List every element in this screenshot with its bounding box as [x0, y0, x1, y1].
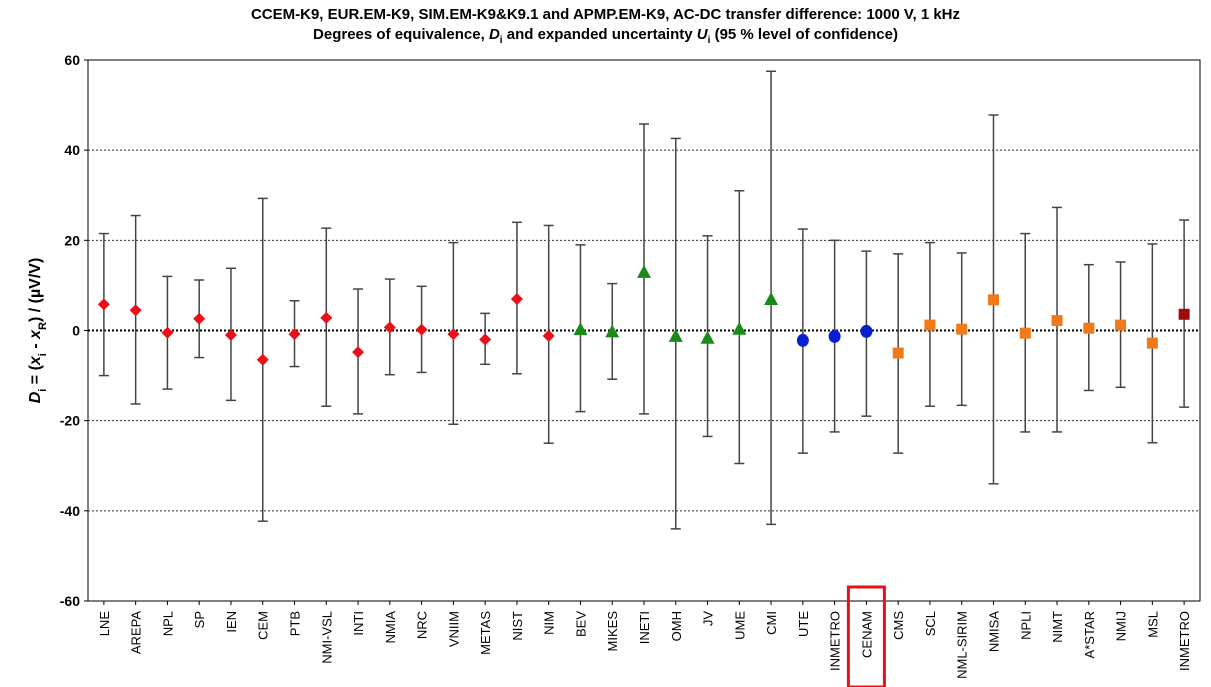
x-tick-label: CMI [764, 611, 779, 635]
highlight-box [846, 585, 886, 687]
x-tick-label: MSL [1145, 611, 1160, 638]
x-tick-label: PTB [288, 611, 303, 636]
y-tick-label: -40 [60, 503, 80, 519]
x-tick-label: UME [732, 611, 747, 640]
data-point [256, 353, 269, 366]
data-point [924, 319, 936, 331]
data-point [637, 264, 651, 278]
data-point [542, 329, 555, 342]
data-point [828, 329, 841, 343]
x-tick-label: NPL [160, 611, 175, 636]
x-tick-label: INETI [637, 611, 652, 644]
x-tick-label: NIMT [1050, 611, 1065, 643]
x-tick-label: NIST [510, 611, 525, 641]
x-tick-label: A*STAR [1082, 611, 1097, 658]
x-tick-label: VNIIM [446, 611, 461, 647]
x-tick-label: SCL [923, 611, 938, 636]
x-tick-label: JV [701, 611, 716, 627]
data-point [320, 311, 333, 324]
data-point [161, 326, 174, 339]
x-tick-label: INTI [351, 611, 366, 636]
data-point [1178, 308, 1190, 320]
data-point [193, 312, 206, 325]
data-point [764, 291, 779, 305]
x-tick-label: NMISA [986, 611, 1001, 653]
data-point [1019, 327, 1031, 339]
data-point [383, 321, 396, 334]
data-point [479, 333, 492, 346]
data-point [97, 298, 110, 311]
x-tick-label: INMETRO [1177, 611, 1192, 671]
x-tick-label: BEV [573, 611, 588, 637]
x-tick-label: UTE [796, 611, 811, 637]
x-tick-label: CMS [891, 611, 906, 640]
x-tick-label: INMETRO [828, 611, 843, 671]
chart-subtitle: Degrees of equivalence, Di and expanded … [313, 26, 898, 46]
x-tick-label: CEM [256, 611, 271, 640]
data-point [224, 329, 237, 342]
data-point [668, 328, 683, 342]
y-tick-label: 20 [64, 232, 80, 248]
data-point [573, 322, 588, 336]
x-tick-label: AREPA [129, 611, 144, 654]
x-tick-label: IEN [224, 611, 239, 633]
data-point [892, 347, 904, 359]
x-tick-label: NMI-VSL [319, 611, 334, 664]
data-point [700, 330, 715, 344]
x-tick-label: NMIA [383, 611, 398, 644]
data-point [415, 323, 428, 336]
x-tick-label: NML-SIRIM [955, 611, 970, 679]
data-point [1083, 322, 1095, 334]
y-tick-label: 60 [64, 52, 80, 68]
data-point [987, 294, 999, 306]
x-tick-label: METAS [478, 611, 493, 655]
data-point [1115, 319, 1127, 331]
x-tick-label: OMH [669, 611, 684, 641]
data-point [796, 333, 809, 347]
x-tick-label: NPLI [1018, 611, 1033, 640]
data-point [352, 346, 365, 359]
x-tick-label: NMIJ [1114, 611, 1129, 641]
x-tick-label: CENAM [859, 611, 874, 658]
data-point [956, 323, 968, 335]
y-tick-label: 40 [64, 142, 80, 158]
data-point [1051, 315, 1063, 327]
data-point [860, 324, 873, 338]
y-tick-label: -20 [60, 413, 80, 429]
data-point [732, 321, 747, 335]
x-tick-label: NIM [542, 611, 557, 635]
data-point [1146, 337, 1158, 349]
x-tick-label: MIKES [605, 611, 620, 652]
chart-title: CCEM-K9, EUR.EM-K9, SIM.EM-K9&K9.1 and A… [250, 6, 961, 23]
data-point [605, 324, 620, 338]
x-tick-label: NRC [415, 611, 430, 639]
y-tick-label: 0 [72, 323, 80, 339]
y-axis-label: Di = (xi - xR) / (µV/V) [27, 258, 49, 404]
data-point [510, 292, 523, 305]
data-point [129, 304, 142, 317]
y-tick-label: -60 [60, 593, 80, 609]
data-point [447, 328, 460, 341]
data-point [288, 328, 301, 341]
x-tick-label: SP [192, 611, 207, 628]
x-tick-label: LNE [97, 611, 112, 637]
